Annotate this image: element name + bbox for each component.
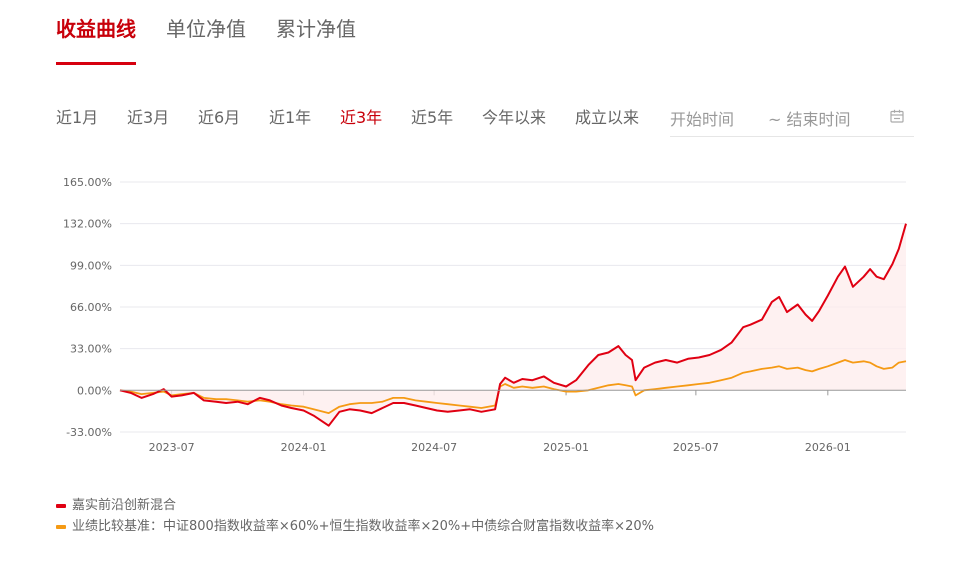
range-1-year[interactable]: 近1年 [269,108,312,127]
x-tick-label: 2025-01 [543,441,589,454]
range-3-months[interactable]: 近3月 [127,108,170,127]
y-tick-label: 33.00% [70,343,112,356]
y-tick-label: 66.00% [70,301,112,314]
tab-return-curve[interactable]: 收益曲线 [56,17,136,41]
y-tick-label: 165.00% [63,176,112,189]
legend-label-fund: 嘉实前沿创新混合 [72,498,177,513]
range-ytd[interactable]: 今年以来 [482,108,547,127]
legend-item-benchmark[interactable]: 业绩比较基准：中证800指数收益率×60%+恒生指数收益率×20%+中债综合财富… [56,517,654,537]
start-date-input[interactable]: 开始时间 [670,110,735,129]
y-tick-label: 99.00% [70,259,112,272]
y-tick-label: 132.00% [63,218,112,231]
range-1-month[interactable]: 近1月 [56,108,99,127]
range-6-months[interactable]: 近6月 [198,108,241,127]
calendar-icon[interactable] [889,108,905,124]
return-line-chart: 165.00% 132.00% 99.00% 66.00% 33.00% 0.00% -33… [63,176,907,454]
tab-cumulative-nav[interactable]: 累计净值 [276,17,356,41]
x-tick-label: 2025-07 [673,441,719,454]
x-axis-labels: 2023-07 2024-01 2024-07 2025-01 2025-07 2026-… [149,390,851,454]
range-5-years[interactable]: 近5年 [411,108,454,127]
x-tick-label: 2024-01 [281,441,327,454]
fund-return-area [120,223,906,426]
legend-label-benchmark: 业绩比较基准：中证800指数收益率×60%+恒生指数收益率×20%+中债综合财富… [72,519,654,534]
date-range-picker[interactable]: 开始时间 ~ 结束时间 [670,96,914,137]
end-date-input[interactable]: ~ 结束时间 [768,110,851,129]
legend-item-fund[interactable]: 嘉实前沿创新混合 [56,496,654,516]
x-tick-label: 2024-07 [411,441,457,454]
chart-legend: 嘉实前沿创新混合 业绩比较基准：中证800指数收益率×60%+恒生指数收益率×2… [56,496,654,538]
tab-unit-nav[interactable]: 单位净值 [166,17,246,41]
x-tick-label: 2026-01 [805,441,851,454]
y-tick-label: 0.00% [77,384,112,397]
range-since-inception[interactable]: 成立以来 [575,108,640,127]
y-axis-labels: 165.00% 132.00% 99.00% 66.00% 33.00% 0.00% -33… [63,176,112,439]
range-3-years[interactable]: 近3年 [340,108,383,127]
legend-swatch-benchmark [56,525,66,529]
legend-swatch-fund [56,504,66,508]
benchmark-return-line [119,359,907,414]
fund-return-line [119,223,907,427]
active-tab-indicator [56,62,136,65]
x-tick-label: 2023-07 [149,441,195,454]
y-tick-label: -33.00% [66,426,112,439]
